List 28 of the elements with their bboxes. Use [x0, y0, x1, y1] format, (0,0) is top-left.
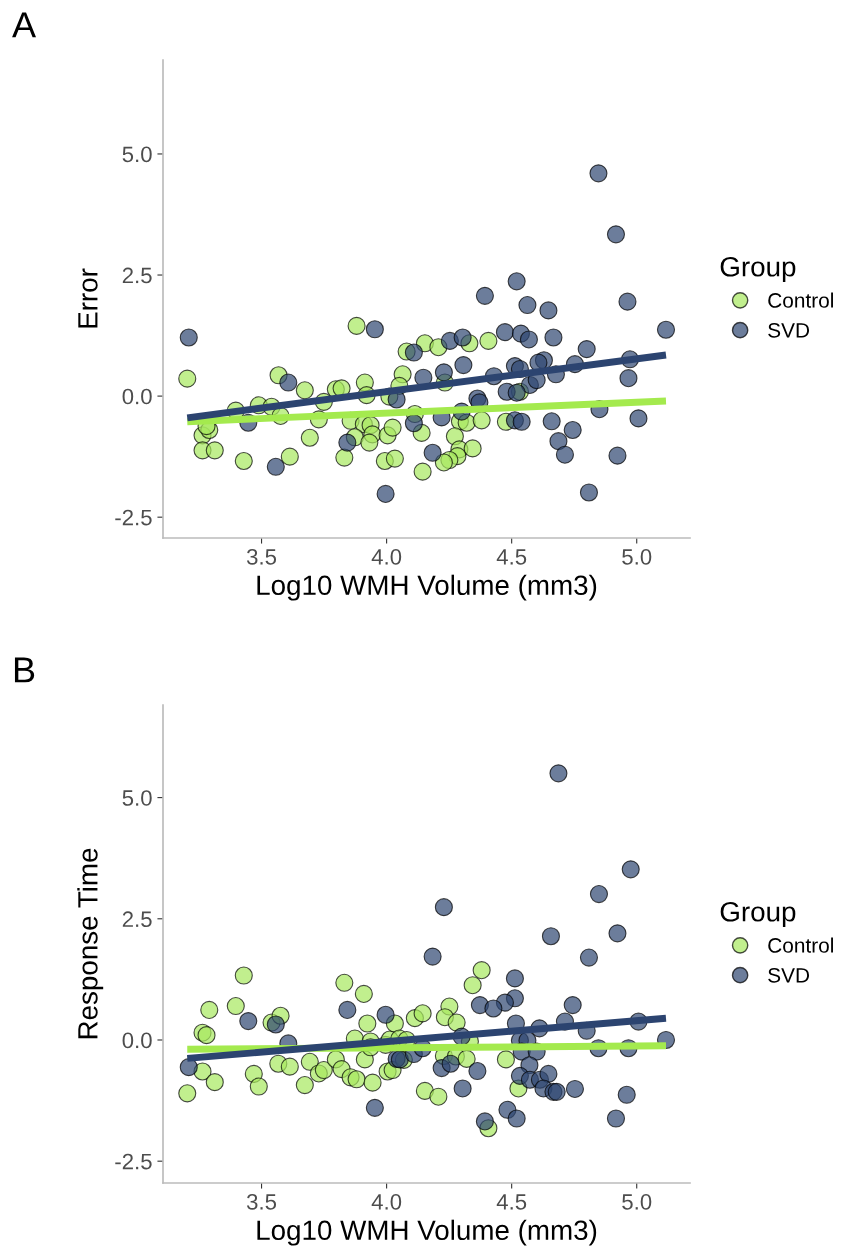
legend-label: Control — [768, 292, 833, 308]
y-tick-label: 2.5 — [122, 911, 152, 928]
y-axis-title: Error — [78, 268, 98, 328]
y-tick-label: 0.0 — [122, 1032, 152, 1049]
chart-title: A — [12, 12, 37, 38]
legend-label: SVD — [768, 967, 810, 983]
legend-title: Group — [720, 256, 796, 283]
x-tick-label: 4.5 — [496, 1194, 527, 1210]
y-tick-label: 2.5 — [122, 267, 152, 284]
x-tick-label: 3.5 — [246, 549, 277, 565]
x-tick-label: 4.0 — [371, 1194, 402, 1210]
y-tick-label: -2.5 — [115, 509, 152, 526]
legend-title: Group — [720, 901, 796, 928]
x-tick-label: 3.5 — [246, 1194, 277, 1210]
x-tick-label: 5.0 — [622, 1194, 652, 1210]
y-tick-label: -2.5 — [115, 1153, 152, 1170]
chart-title: B — [14, 657, 35, 683]
x-tick-label: 5.0 — [622, 549, 652, 565]
x-tick-label: 4.0 — [371, 549, 402, 565]
x-tick-label: 4.5 — [496, 549, 527, 565]
legend-label: Control — [768, 937, 833, 953]
y-axis-title: Response Time — [77, 848, 104, 1039]
y-tick-label: 5.0 — [122, 790, 152, 806]
x-axis-title: Log10 WMH Volume (mm3) — [257, 1219, 597, 1246]
y-tick-label: 5.0 — [122, 146, 152, 163]
y-tick-label: 0.0 — [122, 388, 152, 405]
legend-label: SVD — [768, 322, 810, 338]
x-axis-title: Log10 WMH Volume (mm3) — [257, 574, 597, 601]
